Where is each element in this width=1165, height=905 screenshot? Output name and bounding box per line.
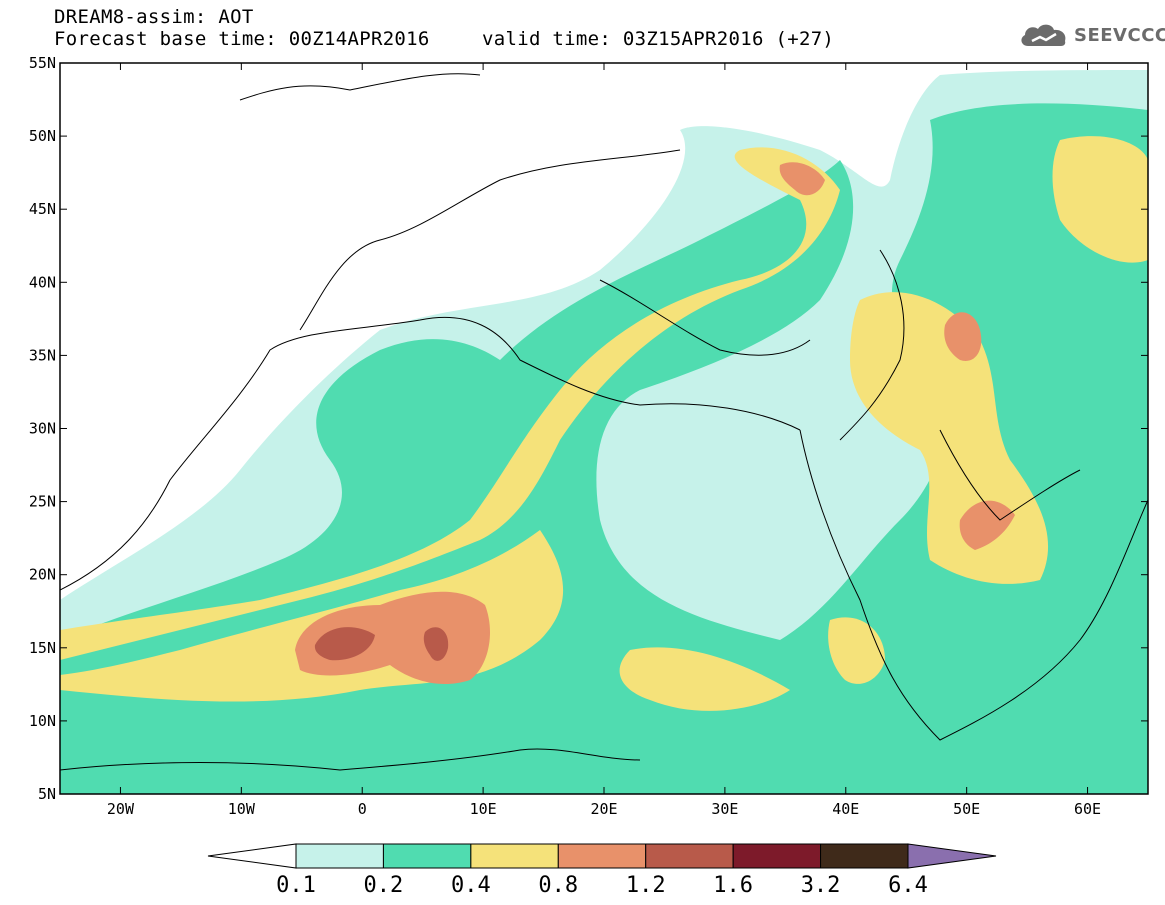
colorbar-box [732,843,822,869]
base-time-line: Forecast base time: 00Z14APR2016 [54,28,430,50]
colorbar-level-label: 0.4 [451,873,491,898]
colorbar-level-label: 1.2 [626,873,666,898]
lon-tick-label: 60E [1074,800,1101,818]
lon-tick-label: 50E [953,800,980,818]
aot-field [60,70,1148,794]
aot-band-0.8-d [779,162,825,196]
lat-tick-label: 5N [38,785,56,803]
cloud-icon [1021,24,1066,46]
aot-band-0.4-c [619,647,790,711]
latitude-axis: 5N 10N 15N 20N 25N 30N 35N 40N 45N 50N 55N [29,54,1148,803]
aot-band-0.4-f [828,617,885,684]
lon-tick-label: 30E [711,800,738,818]
aot-band-0.4-e [1052,136,1148,263]
lon-tick-label: 10E [470,800,497,818]
aot-band-0.8-c [944,312,982,361]
colorbar-box [557,843,647,869]
aot-band-0.8-b [959,500,1015,550]
lon-tick-label: 20W [107,800,135,818]
lat-tick-label: 55N [29,54,56,72]
lon-tick-label: 40E [832,800,859,818]
lat-tick-label: 40N [29,273,56,291]
colorbar-box [470,843,559,869]
colorbar-box [295,843,384,869]
title-line: DREAM8-assim: AOT [54,6,254,28]
lat-tick-label: 35N [29,346,56,364]
colorbar-level-label: 1.6 [713,873,753,898]
lat-tick-label: 10N [29,712,56,730]
lat-tick-label: 25N [29,493,56,511]
lat-tick-label: 30N [29,420,56,438]
colorbar-level-label: 3.2 [801,873,841,898]
aot-band-1.2-b [423,627,449,661]
seevccc-logo: SEEVCCC [1018,22,1165,48]
lon-tick-label: 10W [228,800,256,818]
aot-band-1.2 [314,627,375,661]
logo-text: SEEVCCC [1074,24,1165,46]
lat-tick-label: 15N [29,639,56,657]
longitude-axis: 20W 10W 0 10E 20E 30E 40E 50E 60E [107,63,1101,818]
lat-tick-label: 20N [29,566,56,584]
lat-tick-label: 45N [29,200,56,218]
valid-time-line: valid time: 03Z15APR2016 (+27) [482,28,835,50]
lon-tick-label: 20E [590,800,617,818]
colorbar-box [382,843,472,869]
colorbar-level-label: 0.2 [364,873,404,898]
lon-tick-label: 0 [358,800,367,818]
coastlines [60,73,1148,771]
figure-header: DREAM8-assim: AOT Forecast base time: 00… [54,6,834,50]
colorbar-max-arrow [907,843,997,869]
colorbar-level-label: 0.1 [276,873,316,898]
colorbar-box [820,843,909,869]
colorbar-box [645,843,734,869]
colorbar-level-label: 0.8 [538,873,578,898]
aot-band-0.8 [295,591,490,685]
colorbar-min-arrow [207,843,297,869]
lat-tick-label: 50N [29,127,56,145]
colorbar: 0.1 0.2 0.4 0.8 1.2 1.6 3.2 6.4 [207,843,997,898]
colorbar-level-label: 6.4 [888,873,928,898]
